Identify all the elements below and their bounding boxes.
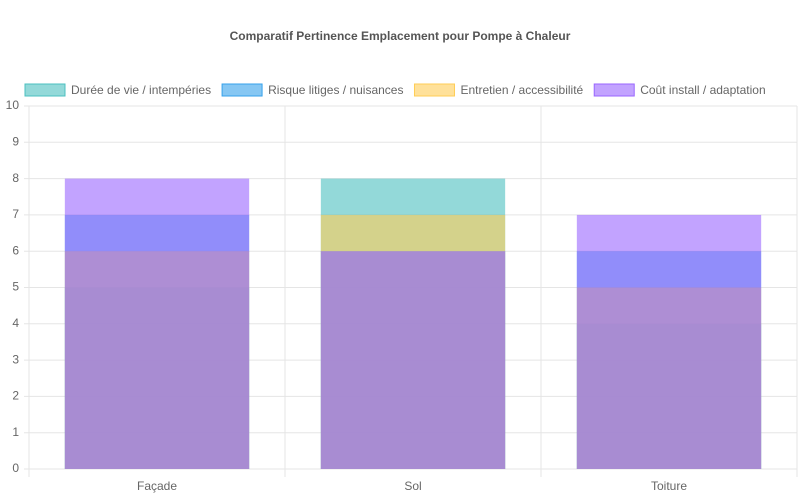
chart-title: Comparatif Pertinence Emplacement pour P… <box>230 29 571 43</box>
y-tick-label: 3 <box>12 352 19 366</box>
y-tick-label: 2 <box>12 389 19 403</box>
bar <box>64 178 250 469</box>
x-tick-label: Toiture <box>651 479 687 493</box>
y-tick-label: 7 <box>12 207 19 221</box>
legend-label: Coût install / adaptation <box>640 83 765 97</box>
x-tick-label: Façade <box>137 479 177 493</box>
y-tick-label: 10 <box>6 98 20 112</box>
legend-label: Durée de vie / intempéries <box>71 83 211 97</box>
legend-label: Risque litiges / nuisances <box>268 83 403 97</box>
bar <box>576 214 762 469</box>
legend-swatch <box>593 83 635 97</box>
y-tick-label: 4 <box>12 316 19 330</box>
legend-label: Entretien / accessibilité <box>460 83 583 97</box>
y-tick-label: 0 <box>12 461 19 475</box>
bar <box>320 251 506 469</box>
y-tick-label: 6 <box>12 243 19 257</box>
x-tick-label: Sol <box>404 479 421 493</box>
legend-swatch <box>221 83 263 97</box>
y-tick-label: 1 <box>12 425 19 439</box>
legend-swatch <box>24 83 66 97</box>
y-tick-label: 8 <box>12 171 19 185</box>
legend-swatch <box>413 83 455 97</box>
y-tick-label: 5 <box>12 280 19 294</box>
y-tick-label: 9 <box>12 134 19 148</box>
